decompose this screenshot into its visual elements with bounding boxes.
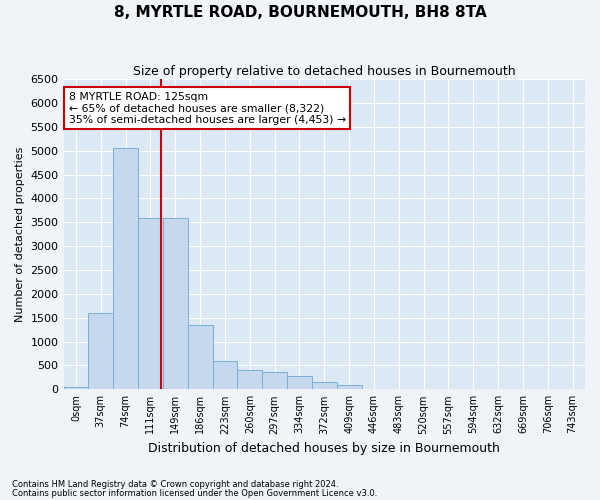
- Y-axis label: Number of detached properties: Number of detached properties: [15, 146, 25, 322]
- Bar: [113, 148, 138, 390]
- Text: Contains HM Land Registry data © Crown copyright and database right 2024.: Contains HM Land Registry data © Crown c…: [12, 480, 338, 489]
- Bar: [212, 360, 238, 390]
- Text: 8, MYRTLE ROAD, BOURNEMOUTH, BH8 8TA: 8, MYRTLE ROAD, BOURNEMOUTH, BH8 8TA: [113, 5, 487, 20]
- Bar: [163, 218, 188, 390]
- Bar: [262, 372, 287, 390]
- Title: Size of property relative to detached houses in Bournemouth: Size of property relative to detached ho…: [133, 65, 515, 78]
- Text: Contains public sector information licensed under the Open Government Licence v3: Contains public sector information licen…: [12, 488, 377, 498]
- Text: 8 MYRTLE ROAD: 125sqm
← 65% of detached houses are smaller (8,322)
35% of semi-d: 8 MYRTLE ROAD: 125sqm ← 65% of detached …: [69, 92, 346, 125]
- Bar: [312, 382, 337, 390]
- Bar: [287, 376, 312, 390]
- Bar: [337, 384, 362, 390]
- Bar: [64, 387, 88, 390]
- Bar: [138, 218, 163, 390]
- Bar: [238, 370, 262, 390]
- Bar: [88, 313, 113, 390]
- X-axis label: Distribution of detached houses by size in Bournemouth: Distribution of detached houses by size …: [148, 442, 500, 455]
- Bar: [188, 325, 212, 390]
